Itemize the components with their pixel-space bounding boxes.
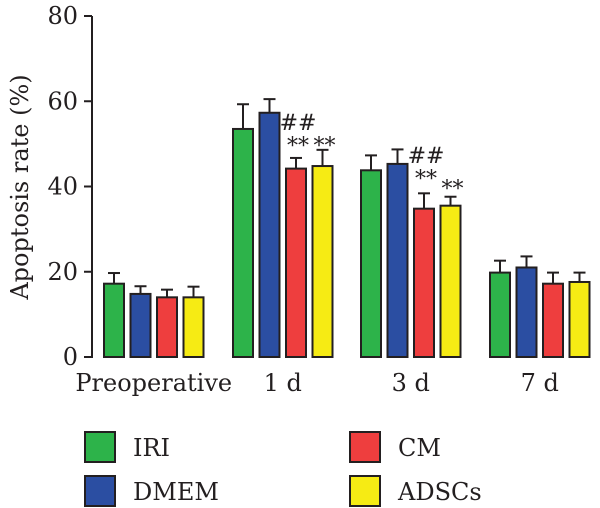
legend-swatch-adscs bbox=[349, 475, 381, 507]
y-tick-label: 80 bbox=[47, 2, 78, 30]
legend-label-adscs: ADSCs bbox=[397, 478, 482, 506]
x-tick-label: 7 d bbox=[521, 369, 559, 397]
y-tick-label: 40 bbox=[47, 173, 78, 201]
y-tick-label: 0 bbox=[63, 343, 78, 371]
bar-dmem bbox=[258, 111, 281, 359]
bar-cm bbox=[542, 282, 564, 358]
bar-dmem bbox=[515, 266, 538, 358]
axes-layer: 0 20 40 60 80 Apoptosis rate (%) Preoperative 1… bbox=[6, 2, 559, 397]
bar-cm bbox=[413, 207, 435, 358]
legend-label-dmem: DMEM bbox=[133, 478, 219, 506]
bar-adscs bbox=[568, 280, 591, 359]
legend-label-cm: CM bbox=[398, 434, 441, 462]
y-tick-label: 20 bbox=[47, 258, 78, 286]
significance-marker: ** bbox=[442, 177, 464, 202]
bar-cm bbox=[156, 296, 178, 359]
significance-marker: ** bbox=[314, 134, 336, 159]
y-tick-label: 60 bbox=[47, 87, 78, 115]
x-tick-label: 3 d bbox=[392, 369, 430, 397]
x-tick-label: 1 d bbox=[264, 369, 302, 397]
significance-marker: ## bbox=[408, 144, 445, 169]
legend-swatch-cm bbox=[349, 431, 381, 463]
annotations-layer: ##** ** ##** ** bbox=[280, 111, 464, 202]
bar-dmem bbox=[129, 292, 152, 359]
legend: IRI DMEM CM ADSCs bbox=[84, 431, 482, 507]
bar-adscs bbox=[439, 204, 462, 358]
significance-marker: ** bbox=[415, 167, 437, 192]
legend-swatch-iri bbox=[84, 431, 116, 463]
legend-label-iri: IRI bbox=[133, 434, 170, 462]
bar-adscs bbox=[311, 165, 334, 358]
significance-marker: ## bbox=[280, 111, 317, 136]
bar-cm bbox=[285, 167, 307, 358]
legend-swatch-dmem bbox=[84, 475, 116, 507]
bar-iri bbox=[360, 169, 382, 358]
bar-adscs bbox=[182, 296, 205, 359]
bar-dmem bbox=[386, 162, 409, 358]
y-axis-title: Apoptosis rate (%) bbox=[6, 74, 34, 300]
bar-iri bbox=[232, 127, 254, 358]
x-tick-label: Preoperative bbox=[75, 369, 232, 397]
significance-marker: ** bbox=[287, 134, 309, 159]
bar-iri bbox=[489, 271, 511, 359]
bar-iri bbox=[103, 282, 125, 358]
bars-layer bbox=[103, 98, 591, 359]
